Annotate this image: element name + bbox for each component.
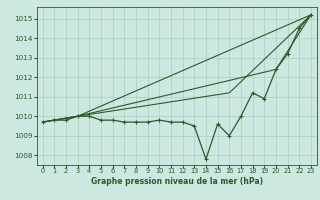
X-axis label: Graphe pression niveau de la mer (hPa): Graphe pression niveau de la mer (hPa) [91,177,263,186]
